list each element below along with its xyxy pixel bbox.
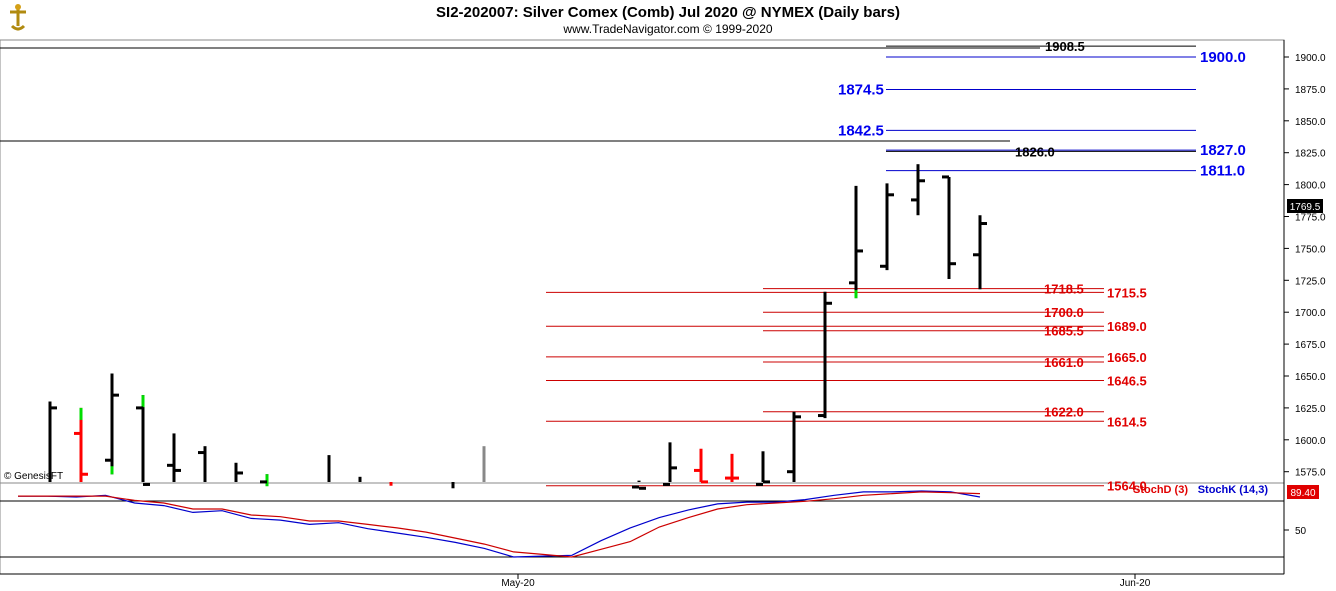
level-label: 1715.5 xyxy=(1107,285,1147,300)
stoch-tick-50: 50 xyxy=(1284,526,1307,537)
stoch-last-marker: 89.40 xyxy=(1287,485,1319,499)
level-lines: 1908.5 1900.0 1874.5 1842.5 1827.0 1826.0 1811… xyxy=(546,39,1246,494)
level-label: 1622.0 xyxy=(1044,405,1084,420)
y-axis-ticks: 1900.0 1875.0 1850.0 1825.0 1800.0 1775.0 1750… xyxy=(1284,53,1326,479)
x-tick-jun: Jun-20 xyxy=(1120,574,1151,589)
x-tick-label-may: May-20 xyxy=(501,578,535,589)
stoch-panel-frame xyxy=(0,482,1285,575)
level-label: 1826.0 xyxy=(1015,144,1055,159)
level-label: 1685.5 xyxy=(1044,324,1084,339)
stoch-series-line xyxy=(18,491,981,558)
y-tick-label: 1725.0 xyxy=(1295,276,1326,287)
level-label: 1614.5 xyxy=(1107,414,1147,429)
level-label: 1718.5 xyxy=(1044,282,1084,297)
legend-stochk: StochK (14,3) xyxy=(1198,484,1269,496)
stoch-last-label: 89.40 xyxy=(1290,488,1315,499)
y-tick-label: 1575.0 xyxy=(1295,468,1326,479)
x-tick-may: May-20 xyxy=(501,574,535,589)
y-tick-label: 1650.0 xyxy=(1295,372,1326,383)
level-label: 1900.0 xyxy=(1200,49,1246,66)
price-bars xyxy=(48,164,987,490)
x-tick-label-jun: Jun-20 xyxy=(1120,578,1151,589)
logo-icon xyxy=(4,3,32,33)
y-tick-label: 1675.0 xyxy=(1295,340,1326,351)
y-tick-label: 1825.0 xyxy=(1295,149,1326,160)
y-tick-label: 1875.0 xyxy=(1295,85,1326,96)
level-label: 1689.0 xyxy=(1107,319,1147,334)
last-price-marker: 1769.5 xyxy=(1287,199,1323,213)
level-label: 1827.0 xyxy=(1200,142,1246,159)
level-label: 1646.5 xyxy=(1107,373,1147,388)
y-tick-label: 1850.0 xyxy=(1295,117,1326,128)
last-price-label: 1769.5 xyxy=(1290,202,1321,213)
y-tick-label: 1700.0 xyxy=(1295,308,1326,319)
y-tick-label: 1775.0 xyxy=(1295,213,1326,224)
price-panel-frame xyxy=(0,39,1285,484)
level-label: 1661.0 xyxy=(1044,355,1084,370)
level-label: 1874.5 xyxy=(838,82,884,99)
level-label: 1700.0 xyxy=(1044,305,1084,320)
y-tick-label: 1900.0 xyxy=(1295,53,1326,64)
y-tick-label: 1800.0 xyxy=(1295,181,1326,192)
level-label: 1665.0 xyxy=(1107,350,1147,365)
legend-stochd: StochD (3) xyxy=(1133,484,1188,496)
level-label: 1811.0 xyxy=(1200,163,1245,180)
y-tick-label: 1750.0 xyxy=(1295,244,1326,255)
watermark: © GenesisFT xyxy=(4,471,63,482)
chart-subtitle: www.TradeNavigator.com © 1999-2020 xyxy=(562,22,772,36)
level-label: 1564.0 xyxy=(1107,479,1147,494)
y-tick-label: 1600.0 xyxy=(1295,436,1326,447)
y-tick-label: 1625.0 xyxy=(1295,404,1326,415)
chart-title: SI2-202007: Silver Comex (Comb) Jul 2020… xyxy=(436,4,900,21)
level-label: 1908.5 xyxy=(1045,39,1085,54)
stoch-series-line xyxy=(18,490,981,558)
stochastic-lines xyxy=(18,490,981,558)
level-label: 1842.5 xyxy=(838,122,884,139)
stoch-tick-label: 50 xyxy=(1295,526,1307,537)
